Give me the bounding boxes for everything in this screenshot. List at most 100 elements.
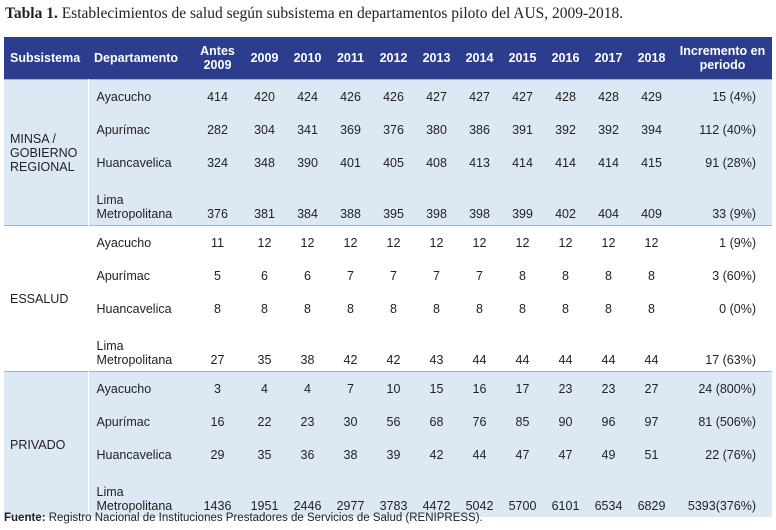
value-cell: 44	[644, 353, 659, 367]
value-cell: 8	[433, 301, 440, 316]
value-cell: 12	[501, 225, 544, 259]
value-cell: 304	[243, 113, 286, 146]
value-cell: 8	[347, 301, 354, 316]
value-cell: 424	[286, 79, 329, 113]
value-cell: 394	[630, 113, 673, 146]
table-row: Huancavelica 29 35 36 38 39 42 44 47 47 49 51 22 (76…	[4, 438, 772, 471]
value-cell: 11	[192, 225, 243, 259]
table-row: ESSALUD Ayacucho 11 12 12 12 12 12 12 12 12 12 12 1 (…	[4, 225, 772, 372]
value-cell: 8	[648, 301, 655, 316]
table-row: PRIVADO Ayacucho 3 4 4 7 10 15 16 17 23 23 27 24 (800…	[4, 371, 772, 517]
value-cell: 23	[544, 371, 587, 405]
department-cell: Ayacucho	[88, 371, 192, 405]
value-cell: 35	[257, 353, 272, 367]
value-cell: 12	[587, 225, 630, 259]
value-cell: 47	[544, 438, 587, 471]
value-cell: 96	[587, 405, 630, 438]
header-row: Subsistema Departamento Antes 2009 2009 2010…	[4, 37, 772, 80]
value-cell: 429	[630, 79, 673, 113]
value-cell: 341	[286, 113, 329, 146]
title-text: Establecimientos de salud según subsiste…	[61, 5, 624, 22]
value-cell: 22	[243, 405, 286, 438]
value-cell: 420	[243, 79, 286, 113]
value-cell: 7	[433, 268, 440, 283]
department-cell: Ayacucho	[88, 225, 192, 259]
value-cell: 426	[329, 79, 372, 113]
header-cell: 2009	[243, 37, 286, 80]
table-title: Tabla 1. Establecimientos de salud según…	[5, 5, 623, 23]
value-cell: 392	[587, 113, 630, 146]
table-row: MINSA / GOBIERNO REGIONAL Ayacucho 414 420 4…	[4, 79, 772, 226]
header-cell: 2015	[501, 37, 544, 80]
value-cell: 24 (800%)	[673, 371, 772, 405]
value-cell: 5042	[458, 471, 501, 517]
value-cell: 376	[372, 113, 415, 146]
value-cell: 112 (40%)	[673, 113, 772, 146]
value-cell: 3 (60%)	[712, 268, 756, 283]
value-cell: 51	[630, 438, 673, 471]
value-cell: 0 (0%)	[719, 301, 756, 316]
value-cell: 8	[562, 268, 569, 283]
value-cell: 8	[214, 301, 221, 316]
value-cell: 44	[558, 353, 573, 367]
table-row: Apurímac 282 304 341 369 376 380 386 391 392 392 39…	[4, 113, 772, 146]
value-cell: 392	[544, 113, 587, 146]
table-row: Huancavelica 324 348 390 401 405 408 413 414 414 4…	[4, 146, 772, 179]
value-cell: 1 (9%)	[673, 225, 772, 259]
value-cell: 56	[372, 405, 415, 438]
value-cell: 414	[192, 79, 243, 113]
value-cell: 17 (63%)	[705, 353, 756, 367]
value-cell: 324	[192, 146, 243, 179]
value-cell: 348	[243, 146, 286, 179]
footer-label: Fuente:	[4, 512, 46, 524]
department-cell: Huancavelica	[88, 146, 192, 179]
value-cell: 15 (4%)	[673, 79, 772, 113]
value-cell: 409	[630, 179, 673, 226]
header-cell: 2012	[372, 37, 415, 80]
value-cell: 7	[390, 268, 397, 283]
value-cell: 414	[544, 146, 587, 179]
value-cell: 282	[192, 113, 243, 146]
title-label: Tabla 1.	[5, 5, 58, 22]
value-cell: 6829	[630, 471, 673, 517]
department-cell: Apurímac	[88, 405, 192, 438]
value-cell: 5393(376%)	[673, 471, 772, 517]
value-cell: 33 (9%)	[673, 179, 772, 226]
value-cell: 8	[476, 301, 483, 316]
table-row: Lima Metropolitana 1436 1951 2446 2977 3783 44…	[4, 471, 772, 517]
value-cell: 6534	[587, 471, 630, 517]
value-cell: 38	[300, 353, 315, 367]
value-cell: 44	[472, 353, 487, 367]
department-cell: Apurímac	[96, 268, 151, 283]
department-cell: Apurímac	[88, 113, 192, 146]
value-cell: 7	[347, 268, 354, 283]
value-cell: 5700	[501, 471, 544, 517]
value-cell: 8	[390, 301, 397, 316]
value-cell: 22 (76%)	[673, 438, 772, 471]
value-cell: 97	[630, 405, 673, 438]
header-cell: 2014	[458, 37, 501, 80]
value-cell: 427	[415, 79, 458, 113]
header-cell: 2017	[587, 37, 630, 80]
department-cell: Huancavelica	[96, 301, 172, 316]
value-cell: 38	[329, 438, 372, 471]
value-cell: 415	[630, 146, 673, 179]
value-cell: 42	[386, 353, 401, 367]
value-cell: 8	[605, 268, 612, 283]
header-cell: Subsistema	[4, 37, 88, 80]
value-cell: 35	[243, 438, 286, 471]
value-cell: 386	[458, 113, 501, 146]
header-cell: Incremento en periodo	[673, 37, 772, 80]
value-cell: 6	[304, 268, 311, 283]
value-cell: 17	[501, 371, 544, 405]
value-cell: 39	[372, 438, 415, 471]
value-cell: 27	[630, 371, 673, 405]
value-cell: 8	[261, 301, 268, 316]
table-row: Huancavelica 8 8 8 8 8 8 8 8 8 8 8 0 (0%)	[4, 292, 772, 325]
header-cell: 2013	[415, 37, 458, 80]
value-cell: 12	[372, 225, 415, 259]
subsystem-cell: PRIVADO	[4, 371, 89, 517]
footer-text: Registro Nacional de Instituciones Prest…	[48, 512, 483, 524]
department-cell: Lima Metropolitana	[88, 179, 192, 226]
